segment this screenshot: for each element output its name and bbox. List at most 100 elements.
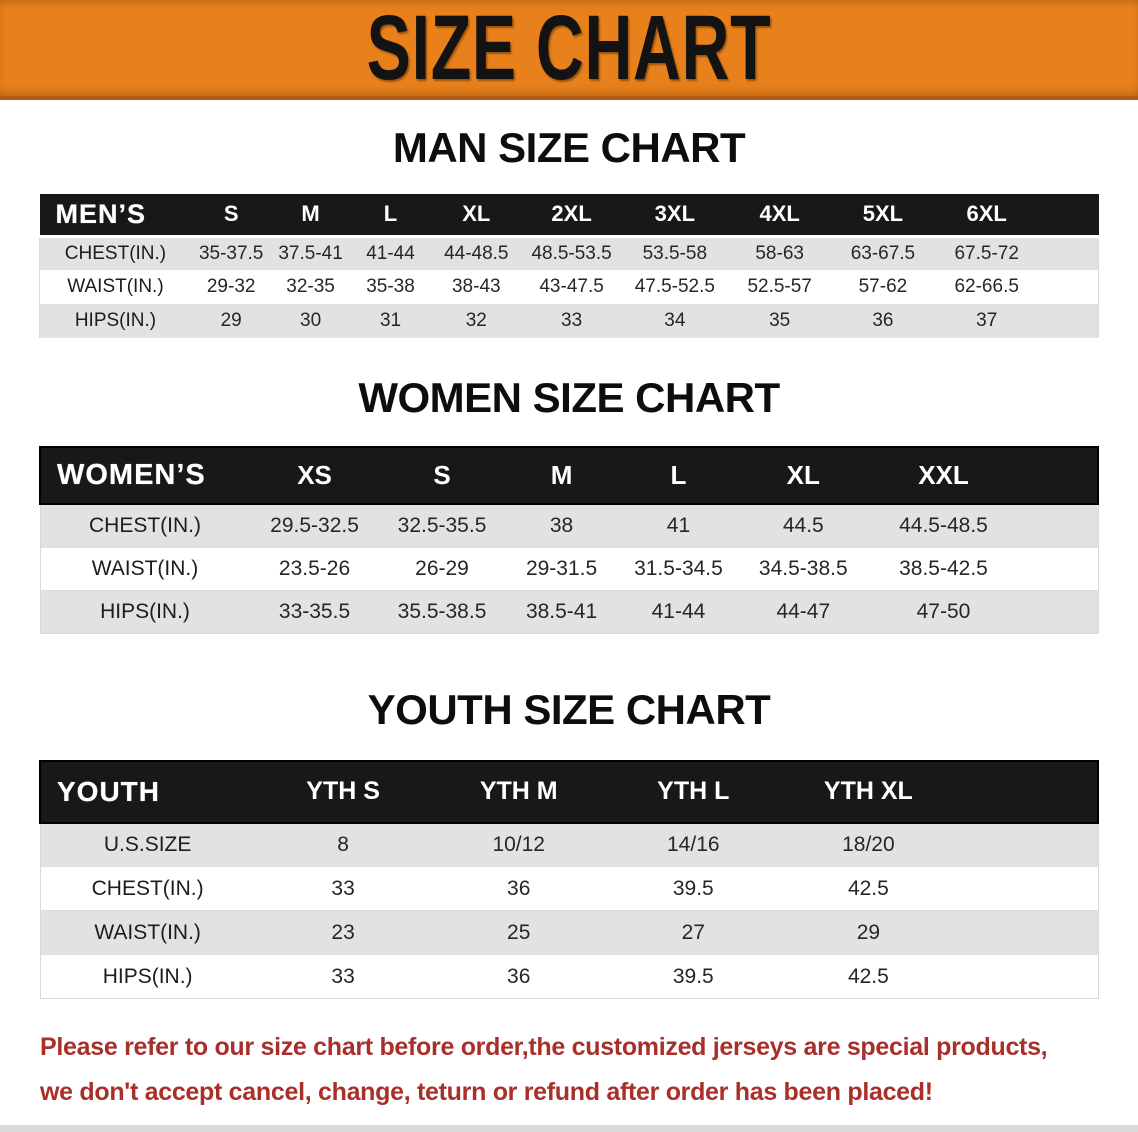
- row-label: WAIST(IN.): [39, 547, 250, 590]
- column-header: M: [504, 447, 619, 504]
- size-value-cell: 27: [681, 920, 705, 944]
- column-header: XXL: [868, 447, 1019, 504]
- size-value-cell: 38: [549, 513, 574, 537]
- filler-cell: [1018, 447, 1098, 504]
- size-value-cell: 48.5-53.5: [531, 242, 612, 264]
- disclaimer-line-2: we don't accept cancel, change, teturn o…: [40, 1078, 933, 1106]
- column-header: XL: [738, 447, 869, 504]
- column-header: L: [349, 194, 432, 236]
- size-value-cell: 44.5: [782, 513, 824, 537]
- bottom-edge-strip: [0, 1125, 1138, 1132]
- table-header-row: YOUTH YTH S YTH M YTH L YTH XL: [40, 760, 1098, 823]
- size-value-cell: 42.5: [847, 876, 889, 900]
- disclaimer-line-1: Please refer to our size chart before or…: [40, 1033, 1048, 1061]
- women-section-heading: WOMEN SIZE CHART: [358, 374, 780, 421]
- size-value-cell: 35-38: [366, 276, 415, 297]
- size-value-cell: 62-66.5: [954, 276, 1019, 297]
- size-value-cell: 35.5-38.5: [397, 599, 487, 623]
- filler-cell: [1039, 304, 1100, 338]
- size-value-cell: 36: [872, 310, 894, 331]
- size-value-cell: 29-31.5: [525, 556, 598, 580]
- filler-cell: [956, 822, 1099, 867]
- size-value-cell: 23.5-26: [278, 556, 351, 580]
- size-value-cell: 32-35: [286, 276, 335, 297]
- column-header: S: [379, 447, 505, 504]
- column-header: S: [190, 194, 272, 236]
- size-value-cell: 8: [337, 832, 349, 856]
- size-value-cell: 38-43: [451, 276, 501, 297]
- row-label: U.S.SIZE: [39, 822, 255, 867]
- column-header: YTH L: [606, 760, 781, 823]
- size-value-cell: 32.5-35.5: [397, 513, 487, 537]
- size-value-cell: 29: [856, 920, 881, 944]
- banner: SIZE CHART: [0, 0, 1138, 100]
- row-label: HIPS(IN.): [39, 954, 255, 999]
- column-header: 3XL: [621, 194, 728, 236]
- column-header: YTH M: [431, 760, 606, 823]
- filler-cell: [956, 760, 1098, 823]
- filler-cell: [1018, 590, 1099, 633]
- table-row: WAIST(IN.) 23 25 27 29: [39, 910, 1099, 955]
- row-label: HIPS(IN.): [38, 304, 191, 338]
- size-value-cell: 29-32: [206, 276, 256, 297]
- row-label: CHEST(IN.): [39, 866, 255, 911]
- row-label: CHEST(IN.): [38, 236, 191, 270]
- size-value-cell: 25: [507, 920, 531, 944]
- column-header: M: [271, 194, 350, 236]
- filler-cell: [1039, 270, 1100, 304]
- filler-cell: [956, 866, 1099, 911]
- row-label: HIPS(IN.): [39, 590, 250, 633]
- size-value-cell: 47-50: [916, 599, 971, 623]
- size-value-cell: 41: [666, 513, 691, 537]
- size-value-cell: 37: [976, 310, 998, 331]
- size-value-cell: 67.5-72: [954, 242, 1019, 264]
- size-value-cell: 33: [331, 876, 355, 900]
- table-row: WAIST(IN.) 23.5-26 26-29 29-31.5 31.5-34.5 34…: [39, 547, 1099, 590]
- size-value-cell: 53.5-58: [642, 242, 708, 264]
- size-value-cell: 44.5-48.5: [899, 513, 988, 537]
- size-value-cell: 44-48.5: [444, 242, 509, 264]
- size-value-cell: 26-29: [415, 556, 469, 580]
- size-value-cell: 18/20: [842, 832, 895, 856]
- women-size-section: WOMEN SIZE CHART WOMEN’S XS S M L XL XXL CHEST(…: [0, 338, 1138, 634]
- table-row: HIPS(IN.) 33 36 39.5 42.5: [39, 954, 1099, 999]
- filler-cell: [1018, 504, 1099, 547]
- size-value-cell: 37.5-41: [278, 242, 343, 264]
- size-value-cell: 33-35.5: [278, 599, 351, 623]
- size-value-cell: 44-47: [776, 599, 831, 623]
- size-value-cell: 52.5-57: [747, 276, 812, 297]
- size-value-cell: 35: [769, 310, 791, 331]
- table-row: HIPS(IN.) 29 30 31 32 33 34 35 36 37: [38, 304, 1100, 338]
- filler-cell: [1039, 236, 1100, 270]
- men-size-table: MEN’S S M L XL 2XL 3XL 4XL 5XL 6XL CHEST(IN.) 35-37…: [38, 194, 1100, 338]
- table-row: CHEST(IN.) 29.5-32.5 32.5-35.5 38 41 44.5 44.5…: [39, 504, 1099, 547]
- size-value-cell: 29.5-32.5: [270, 513, 359, 537]
- column-header: YTH S: [254, 760, 432, 823]
- column-header: XL: [431, 194, 522, 236]
- size-value-cell: 23: [331, 920, 355, 944]
- table-title-cell: MEN’S: [39, 194, 191, 236]
- row-label: CHEST(IN.): [39, 504, 250, 547]
- filler-cell: [1039, 194, 1099, 236]
- size-value-cell: 38.5-42.5: [899, 556, 988, 580]
- size-value-cell: 34.5-38.5: [758, 556, 848, 580]
- column-header: 5XL: [831, 194, 935, 236]
- disclaimer-note: Please refer to our size chart before or…: [40, 1025, 1138, 1115]
- column-header: L: [618, 447, 739, 504]
- column-header: XS: [249, 447, 380, 504]
- banner-title: SIZE CHART: [366, 0, 772, 99]
- size-value-cell: 33: [331, 964, 355, 988]
- men-section-heading: MAN SIZE CHART: [392, 124, 746, 171]
- table-header-row: MEN’S S M L XL 2XL 3XL 4XL 5XL 6XL: [39, 194, 1099, 236]
- size-value-cell: 31: [379, 310, 402, 331]
- table-title-cell: WOMEN’S: [40, 447, 250, 504]
- column-header: 6XL: [934, 194, 1040, 236]
- size-value-cell: 34: [664, 310, 686, 331]
- size-value-cell: 63-67.5: [850, 242, 916, 264]
- size-value-cell: 31.5-34.5: [634, 556, 723, 580]
- table-title-cell: YOUTH: [40, 760, 255, 823]
- row-label: WAIST(IN.): [39, 910, 255, 955]
- size-value-cell: 57-62: [858, 276, 908, 297]
- table-row: WAIST(IN.) 29-32 32-35 35-38 38-43 43-47.5 47.…: [38, 270, 1100, 304]
